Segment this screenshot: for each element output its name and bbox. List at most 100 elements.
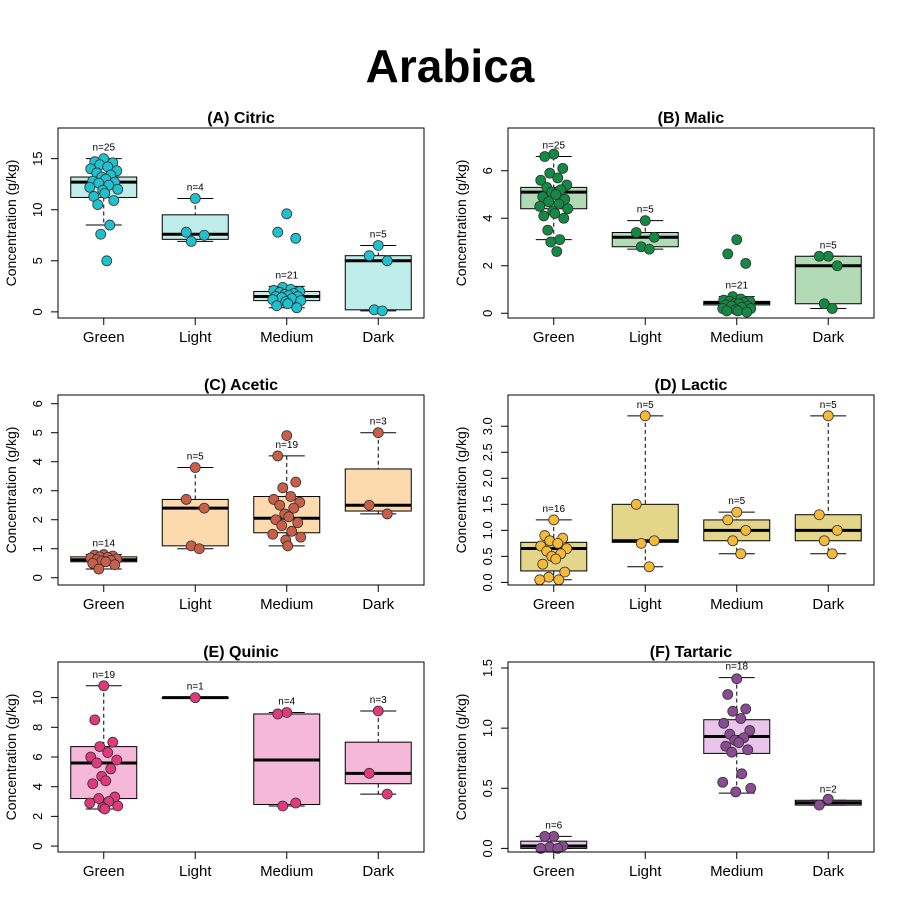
data-point bbox=[558, 212, 570, 224]
data-point bbox=[643, 243, 655, 255]
x-tick-label: Dark bbox=[362, 596, 394, 613]
x-tick-label: Dark bbox=[362, 863, 394, 880]
data-point bbox=[630, 227, 642, 238]
data-point bbox=[189, 692, 201, 704]
y-tick-label: 6 bbox=[480, 167, 495, 174]
data-point bbox=[559, 566, 571, 578]
data-point bbox=[272, 226, 284, 238]
y-axis-label: Concentration (g/kg) bbox=[3, 694, 19, 821]
plot-frame bbox=[507, 127, 875, 319]
y-tick-label: 6 bbox=[30, 400, 45, 407]
data-point bbox=[550, 553, 562, 565]
data-point bbox=[630, 498, 642, 510]
data-point bbox=[376, 305, 388, 317]
data-point bbox=[93, 793, 105, 804]
data-point bbox=[549, 208, 561, 219]
data-point bbox=[722, 689, 734, 700]
data-point bbox=[731, 673, 743, 685]
n-label: n=5 bbox=[187, 452, 204, 463]
x-tick-label: Dark bbox=[812, 596, 844, 613]
n-label: n=18 bbox=[725, 662, 748, 673]
panel-title: (F) Tartaric bbox=[650, 644, 732, 661]
plot-frame bbox=[507, 661, 875, 853]
data-point bbox=[108, 195, 120, 206]
n-label: n=19 bbox=[275, 440, 298, 451]
x-tick-label: Medium bbox=[260, 863, 313, 880]
data-point bbox=[731, 506, 743, 518]
data-point bbox=[84, 797, 96, 809]
panel: (F) Tartaric Concentration (g/kg) 0.0 0.5 1.… bbox=[453, 644, 875, 880]
y-axis-label: Concentration (g/kg) bbox=[3, 160, 19, 287]
data-point bbox=[730, 786, 742, 798]
data-point bbox=[91, 757, 103, 769]
n-label: n=3 bbox=[370, 695, 387, 706]
y-tick-label: 4 bbox=[30, 458, 45, 465]
x-tick-label: Green bbox=[533, 596, 575, 613]
n-label: n=25 bbox=[92, 143, 115, 154]
data-point bbox=[281, 430, 293, 442]
n-label: n=5 bbox=[820, 240, 837, 251]
data-point bbox=[813, 250, 825, 262]
y-tick-label: 4 bbox=[30, 783, 45, 790]
panel: (E) Quinic Concentration (g/kg) 0 2 4 6 8 10 Gre… bbox=[3, 644, 425, 880]
x-tick-label: Light bbox=[179, 329, 212, 346]
y-axis-label: Concentration (g/kg) bbox=[453, 427, 469, 554]
panel: (C) Acetic Concentration (g/kg) 0 1 2 3 4 5 6 Gre… bbox=[3, 377, 425, 613]
data-point bbox=[198, 229, 210, 241]
data-point bbox=[276, 520, 288, 531]
data-point bbox=[548, 514, 560, 526]
data-point bbox=[101, 255, 113, 267]
data-point bbox=[721, 305, 733, 317]
n-label: n=5 bbox=[820, 400, 837, 411]
n-label: n=21 bbox=[275, 270, 298, 281]
data-point bbox=[539, 151, 551, 162]
y-tick-label: 1.5 bbox=[480, 495, 495, 513]
data-point bbox=[742, 744, 754, 756]
data-point bbox=[189, 462, 201, 473]
data-point bbox=[534, 574, 546, 586]
y-axis-label: Concentration (g/kg) bbox=[453, 160, 469, 287]
y-tick-label: 0.0 bbox=[480, 573, 495, 591]
data-point bbox=[180, 494, 192, 505]
main-title: Arabica bbox=[365, 40, 535, 92]
data-point bbox=[292, 517, 304, 529]
data-point bbox=[98, 680, 110, 692]
data-point bbox=[543, 571, 555, 583]
data-point bbox=[87, 778, 99, 790]
n-label: n=16 bbox=[542, 504, 565, 515]
data-point bbox=[813, 509, 825, 521]
data-point bbox=[282, 540, 294, 552]
data-point bbox=[544, 167, 556, 179]
data-point bbox=[282, 298, 294, 310]
data-point bbox=[722, 514, 734, 526]
x-tick-label: Light bbox=[629, 329, 662, 346]
data-point bbox=[736, 768, 748, 780]
data-point bbox=[105, 763, 117, 775]
panel: (D) Lactic Concentration (g/kg) 0.0 0.5 1.0 1… bbox=[453, 377, 875, 613]
y-tick-label: 2 bbox=[30, 516, 45, 523]
n-label: n=25 bbox=[542, 141, 565, 152]
y-tick-label: 2 bbox=[480, 262, 495, 269]
x-tick-label: Medium bbox=[260, 329, 313, 346]
y-tick-label: 3 bbox=[30, 487, 45, 494]
data-point bbox=[551, 246, 563, 257]
data-point bbox=[381, 788, 393, 800]
data-point bbox=[285, 491, 297, 502]
data-point bbox=[381, 508, 393, 520]
x-tick-label: Green bbox=[83, 329, 125, 346]
panel-title: (A) Citric bbox=[207, 110, 275, 127]
data-point bbox=[267, 528, 279, 540]
n-label: n=2 bbox=[820, 784, 837, 795]
data-point bbox=[381, 255, 393, 267]
data-point bbox=[542, 224, 554, 236]
data-point bbox=[822, 793, 834, 805]
data-point bbox=[818, 298, 830, 310]
y-axis-label: Concentration (g/kg) bbox=[453, 694, 469, 821]
data-point bbox=[277, 482, 289, 494]
x-tick-label: Green bbox=[533, 329, 575, 346]
x-tick-label: Light bbox=[179, 863, 212, 880]
data-point bbox=[831, 260, 843, 272]
y-tick-label: 0.5 bbox=[480, 779, 495, 797]
data-point bbox=[363, 250, 375, 262]
data-point bbox=[726, 746, 738, 758]
